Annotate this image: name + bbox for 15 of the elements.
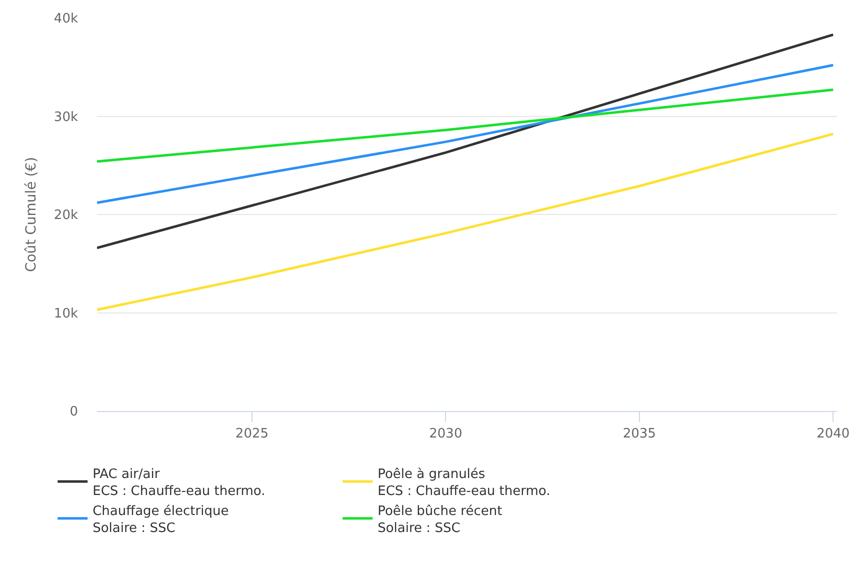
y-tick-label: 30k — [54, 110, 78, 125]
y-tick-label: 20k — [54, 208, 78, 224]
x-tick-label: 2030 — [429, 426, 462, 442]
x-tick-label: 2040 — [816, 426, 850, 442]
y-tick-label: 40k — [54, 12, 78, 27]
y-tick-label: 10k — [54, 306, 78, 322]
y-tick-label: 0 — [70, 404, 78, 420]
y-axis-title: Coût Cumulé (€) — [24, 156, 40, 272]
legend-label: Poêle à granulés ECS : Chauffe-eau thermo. — [378, 467, 550, 500]
line-series — [97, 132, 834, 312]
legend-label: PAC air/air ECS : Chauffe-eau thermo. — [92, 467, 266, 500]
x-tick-label: 2025 — [235, 426, 269, 442]
legend-label: Poêle bûche récent Solaire : SSC — [378, 504, 502, 536]
legend-label: Chauffage électrique Solaire : SSC — [92, 504, 229, 536]
x-tick-label: 2035 — [622, 426, 656, 442]
